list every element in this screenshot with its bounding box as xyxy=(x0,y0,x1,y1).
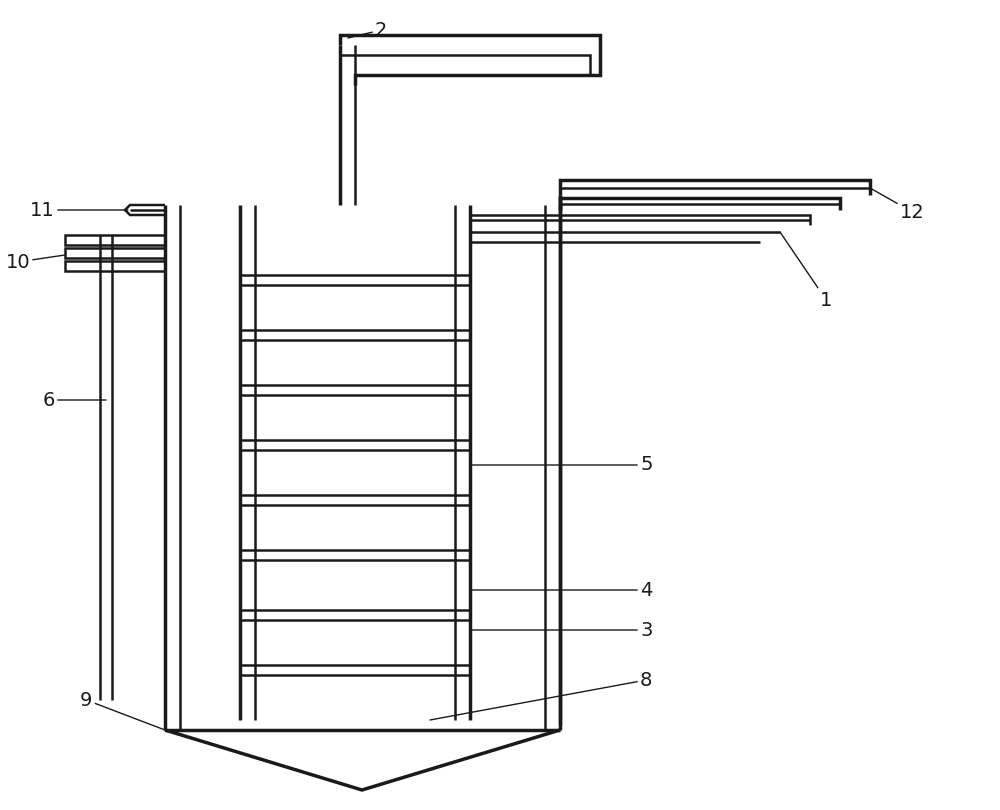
Text: 12: 12 xyxy=(870,188,925,221)
Text: 4: 4 xyxy=(470,581,652,599)
Text: 6: 6 xyxy=(43,390,106,410)
Text: 11: 11 xyxy=(30,201,128,220)
Text: 10: 10 xyxy=(5,253,65,271)
Text: 3: 3 xyxy=(470,620,652,640)
Text: 2: 2 xyxy=(348,20,387,40)
Text: 8: 8 xyxy=(430,671,652,720)
Text: 1: 1 xyxy=(780,232,832,309)
Text: 5: 5 xyxy=(470,455,652,475)
Text: 9: 9 xyxy=(80,690,165,730)
